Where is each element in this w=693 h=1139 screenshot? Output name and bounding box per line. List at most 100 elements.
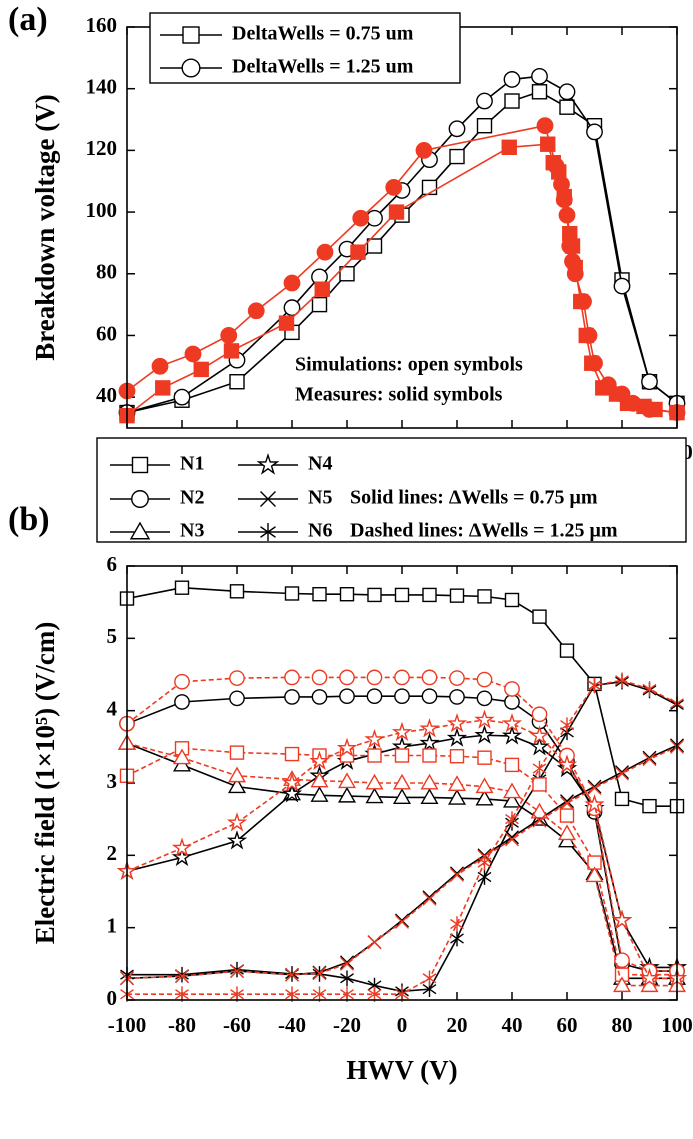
annotation: Simulations: open symbols (295, 354, 523, 376)
y-tick-label: 80 (96, 260, 117, 284)
x-tick-label: -100 (108, 1013, 147, 1037)
marker (613, 277, 631, 295)
x-tick-label: -60 (223, 1013, 251, 1037)
marker (415, 141, 433, 159)
marker (611, 909, 633, 930)
marker (474, 709, 495, 729)
marker (505, 811, 519, 827)
series-line (126, 676, 677, 972)
marker (340, 956, 354, 971)
marker (391, 721, 413, 742)
marker (580, 327, 598, 344)
y-tick-label: 5 (107, 624, 118, 648)
marker (283, 299, 301, 317)
marker (474, 724, 495, 744)
marker (446, 712, 468, 733)
marker (502, 782, 522, 799)
marker (339, 266, 355, 282)
marker (532, 777, 547, 792)
marker (532, 609, 547, 624)
marker (476, 690, 493, 707)
marker (615, 765, 629, 780)
marker (504, 681, 520, 697)
marker (450, 930, 464, 947)
marker (350, 244, 366, 260)
marker (365, 787, 384, 804)
marker (532, 813, 547, 828)
marker (477, 589, 492, 604)
marker (536, 117, 554, 135)
marker (395, 914, 409, 929)
marker (449, 749, 465, 764)
marker (229, 670, 245, 686)
marker (553, 175, 570, 193)
annotation: Measures: solid symbols (295, 384, 503, 406)
y-axis-title: Breakdown voltage (V) (30, 94, 60, 361)
marker (310, 771, 329, 788)
marker (557, 824, 577, 841)
marker (256, 453, 280, 475)
marker (558, 206, 576, 224)
marker (419, 732, 440, 752)
marker (394, 669, 410, 686)
marker (475, 789, 494, 806)
marker (229, 690, 245, 707)
marker (447, 788, 467, 805)
marker (504, 757, 520, 773)
marker (175, 969, 189, 984)
legend-label: DeltaWells = 0.75 um (232, 23, 414, 45)
marker (366, 688, 383, 705)
y-tick-label: 60 (96, 321, 117, 345)
marker (421, 669, 438, 686)
marker (501, 139, 517, 156)
marker (586, 123, 603, 141)
legend-label: N3 (180, 520, 204, 542)
marker (450, 916, 464, 932)
marker (388, 204, 405, 220)
marker (503, 71, 521, 88)
marker (422, 891, 437, 906)
legend-label: N1 (180, 453, 204, 475)
marker (547, 157, 565, 175)
marker (641, 401, 658, 418)
marker (336, 737, 358, 757)
marker (422, 587, 437, 603)
marker (337, 786, 357, 803)
marker (586, 354, 603, 372)
x-tick-label: -80 (168, 1013, 196, 1037)
marker (421, 688, 438, 705)
marker (558, 83, 576, 101)
marker (532, 760, 547, 777)
marker (131, 490, 149, 508)
series-line (126, 719, 677, 980)
marker (502, 791, 522, 808)
marker (314, 281, 330, 297)
marker (447, 775, 467, 791)
marker (530, 802, 549, 819)
marker (311, 296, 328, 313)
marker (529, 725, 550, 745)
marker (615, 766, 629, 781)
series-line (126, 747, 677, 976)
marker (340, 955, 354, 970)
series-line (126, 742, 677, 980)
marker (385, 178, 403, 196)
marker (419, 718, 440, 738)
x-tick-label: 40 (502, 1013, 523, 1037)
marker (501, 725, 523, 745)
marker (641, 373, 658, 391)
marker (395, 913, 409, 928)
marker (504, 694, 520, 710)
marker (566, 265, 584, 283)
marker (227, 766, 247, 783)
x-tick-label: -40 (278, 1013, 306, 1037)
marker (285, 967, 299, 982)
legend-label: DeltaWells = 1.25 um (232, 56, 414, 78)
marker (476, 671, 493, 688)
marker (422, 970, 437, 987)
series (119, 669, 685, 979)
marker (366, 238, 383, 254)
y-tick-label: 100 (86, 198, 118, 222)
marker (559, 99, 575, 115)
marker (561, 237, 579, 255)
